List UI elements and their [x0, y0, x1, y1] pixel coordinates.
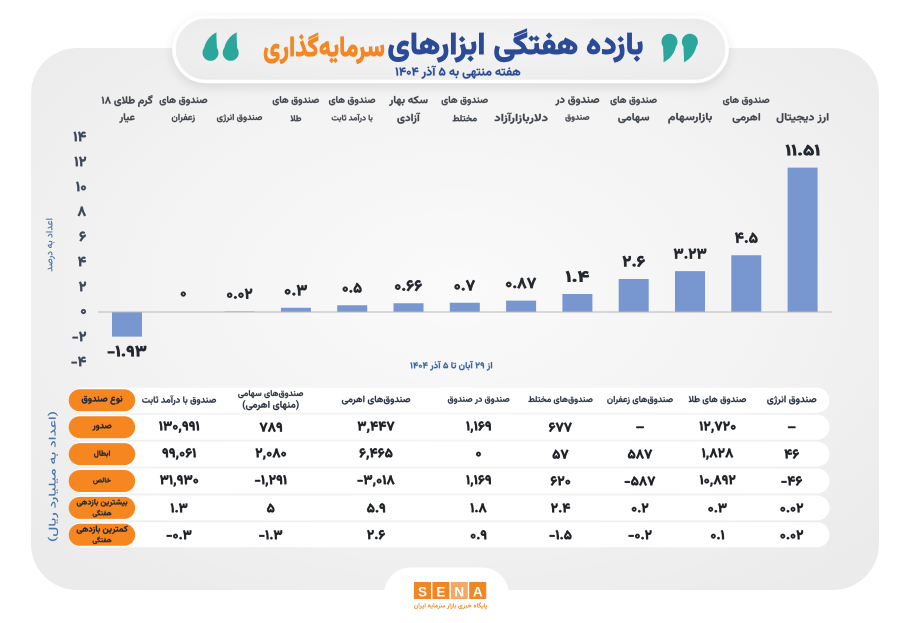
svg-text:N: N: [454, 585, 464, 600]
svg-text:E: E: [436, 585, 445, 600]
svg-text:A: A: [473, 585, 483, 600]
svg-text:S: S: [418, 585, 427, 600]
